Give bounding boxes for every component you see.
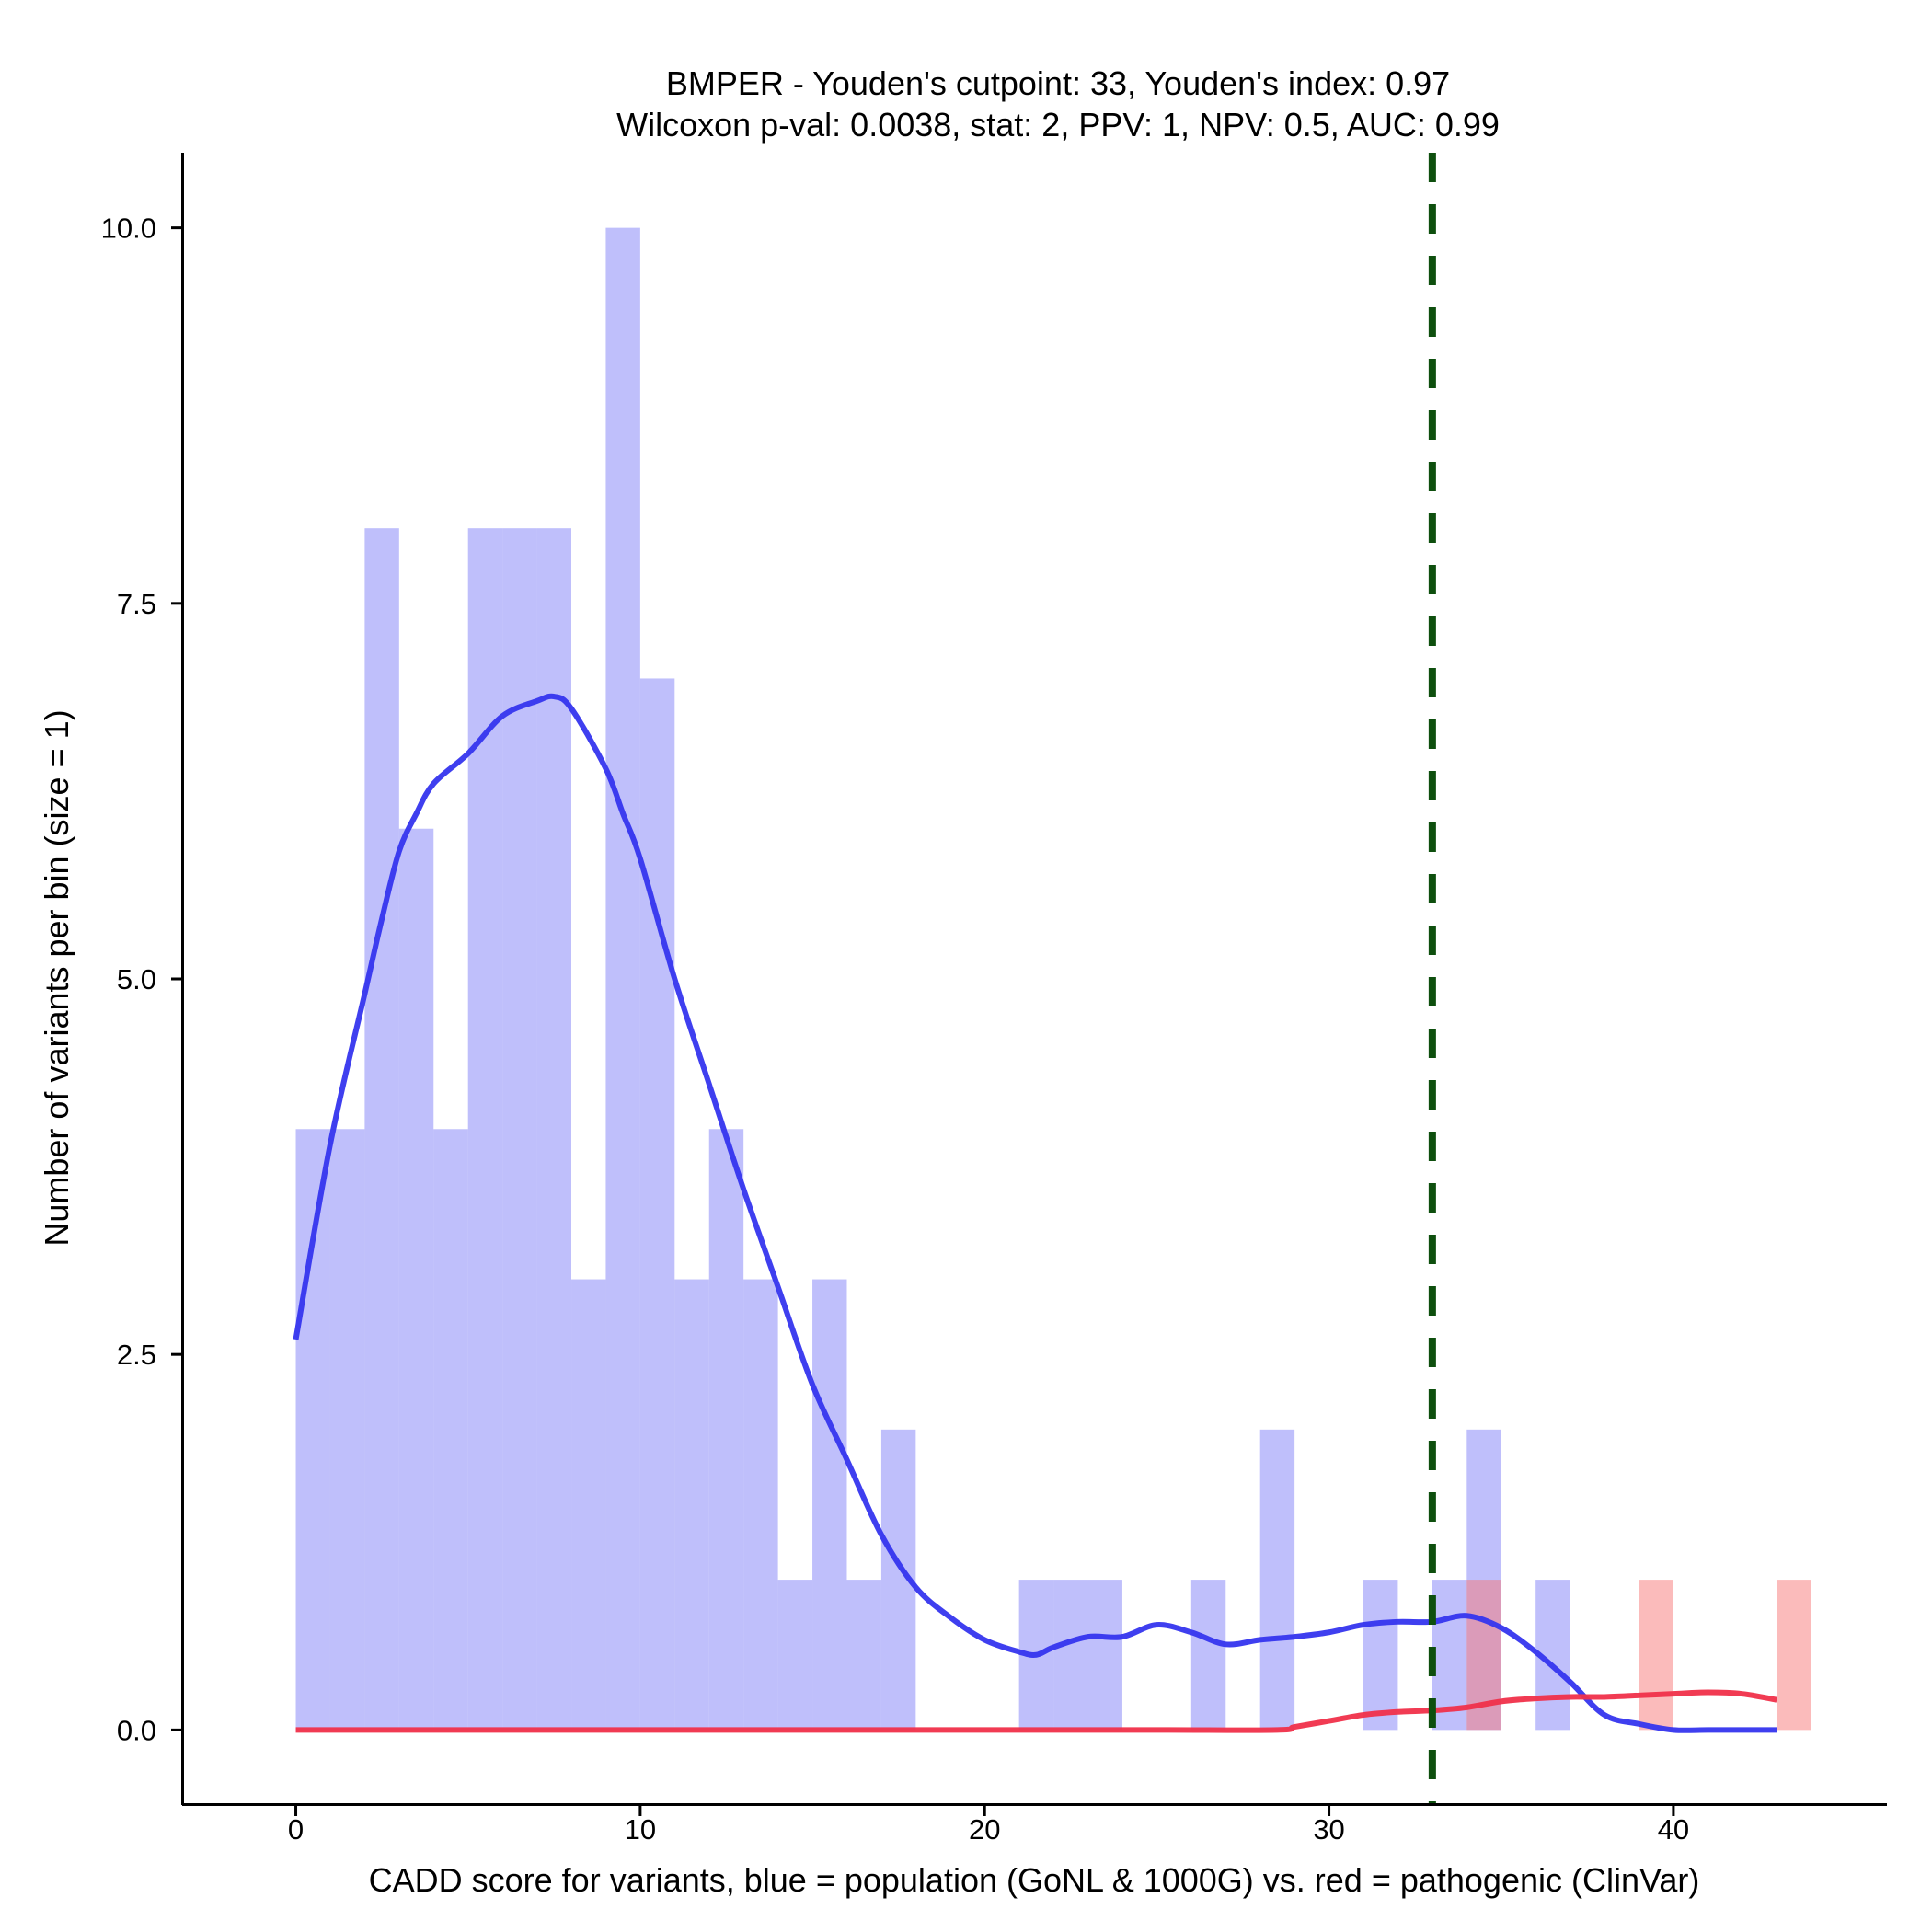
histogram-bar-population-12	[708, 1129, 744, 1731]
histogram-bars	[295, 227, 1811, 1731]
histogram-bar-population-28	[1259, 1429, 1295, 1731]
y-axis-ticks: 0.0 2.5 5.0 7.5 10.0	[101, 213, 182, 1746]
histogram-bar-population-23	[1087, 1580, 1122, 1731]
histogram-bar-pathogenic-43	[1777, 1580, 1811, 1731]
y-tick-label-10: 10.0	[101, 213, 156, 245]
x-tick-label-40: 40	[1658, 1813, 1689, 1846]
histogram-bar-population-33	[1432, 1580, 1467, 1731]
histogram-bar-population-16	[846, 1580, 881, 1731]
x-tick-label-30: 30	[1313, 1813, 1344, 1846]
histogram-bar-population-1	[329, 1129, 365, 1731]
histogram-bar-population-10	[639, 678, 675, 1731]
histogram-bar-population-7	[536, 528, 571, 1731]
chart-title-line-1: BMPER - Youden's cutpoint: 33, Youden's …	[666, 64, 1450, 102]
histogram-bar-population-5	[467, 528, 503, 1731]
histogram-bar-population-13	[743, 1279, 778, 1731]
histogram-bar-population-6	[502, 528, 537, 1731]
x-tick-label-0: 0	[288, 1813, 304, 1846]
histogram-bar-population-22	[1053, 1580, 1088, 1731]
histogram-bar-population-26	[1190, 1580, 1226, 1731]
y-tick-label-0: 0.0	[117, 1714, 156, 1746]
y-axis-label: Number of variants per bin (size = 1)	[38, 709, 75, 1246]
histogram-bar-population-3	[398, 828, 434, 1731]
x-tick-label-20: 20	[969, 1813, 1000, 1846]
chart-title-line-2: Wilcoxon p-val: 0.0038, stat: 2, PPV: 1,…	[616, 106, 1500, 144]
x-tick-label-10: 10	[625, 1813, 656, 1846]
histogram-bar-population-4	[433, 1129, 468, 1731]
x-axis-ticks: 0 10 20 30 40	[288, 1805, 1689, 1846]
y-tick-label-5: 5.0	[117, 963, 156, 995]
histogram-bar-population-2	[364, 528, 399, 1731]
y-tick-label-7.5: 7.5	[117, 588, 156, 620]
histogram-bar-population-9	[605, 227, 640, 1731]
population-density-line	[293, 693, 1777, 1733]
histogram-bar-population-8	[571, 1279, 606, 1731]
histogram-bar-pathogenic-39	[1639, 1580, 1673, 1731]
histogram-bar-population-15	[812, 1279, 847, 1731]
histogram-bar-population-11	[674, 1279, 709, 1731]
histogram-bar-population-31	[1363, 1580, 1398, 1731]
x-axis-label: CADD score for variants, blue = populati…	[369, 1861, 1700, 1899]
pathogenic-density-line	[295, 1689, 1777, 1733]
histogram-bar-population-0	[295, 1129, 330, 1731]
y-tick-label-2.5: 2.5	[117, 1339, 156, 1371]
density-curves	[293, 693, 1777, 1733]
histogram-bar-population-14	[777, 1580, 813, 1731]
